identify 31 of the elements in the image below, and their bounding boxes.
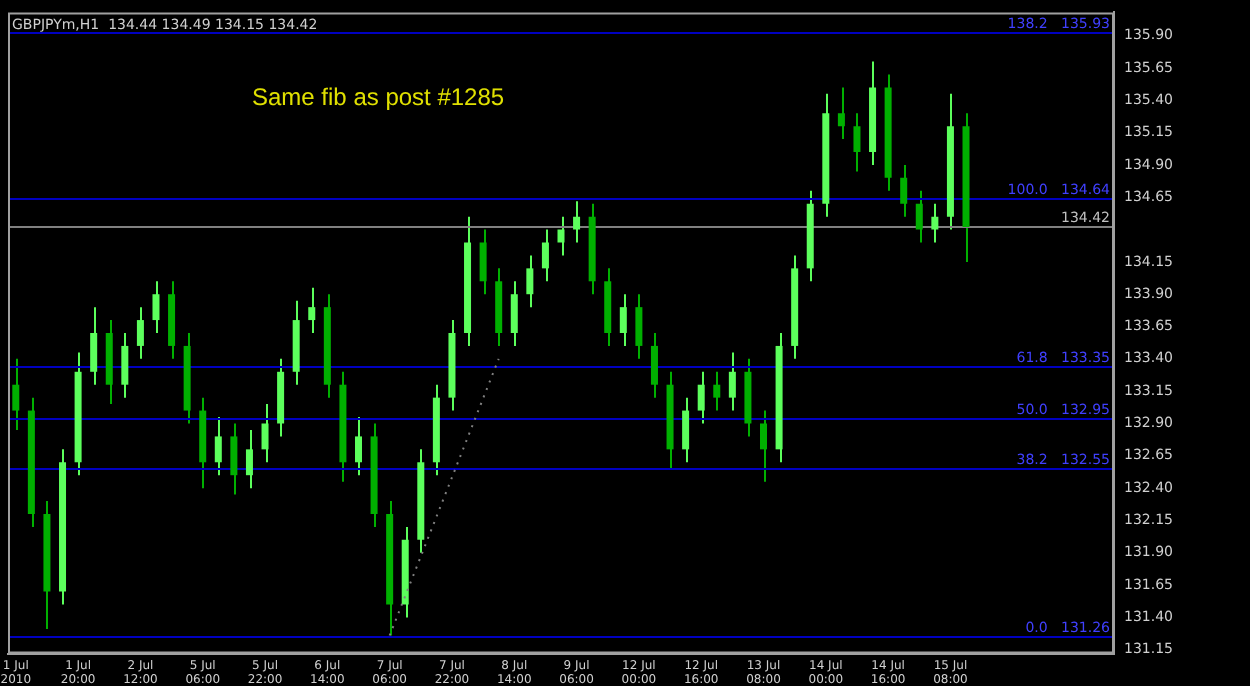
candlestick <box>12 357 20 431</box>
candlestick <box>728 351 736 412</box>
candlestick <box>214 416 222 477</box>
candlestick <box>900 163 908 218</box>
annotation: Same fib as post #1285 <box>252 82 505 111</box>
candlestick <box>713 370 721 412</box>
candlestick <box>541 228 549 283</box>
candlestick <box>760 409 768 483</box>
candlestick <box>245 428 253 490</box>
candlestick <box>557 215 565 257</box>
candlestick <box>650 332 658 399</box>
candlestick <box>837 86 845 141</box>
candlestick <box>635 293 643 360</box>
candlestick <box>573 200 581 244</box>
candlestick <box>308 286 316 334</box>
candlestick <box>152 280 160 334</box>
candlestick <box>261 403 269 464</box>
candlestick <box>230 422 238 496</box>
candlestick <box>931 202 939 244</box>
candlestick <box>90 306 98 386</box>
candlestick <box>682 396 690 464</box>
candlestick <box>697 370 705 425</box>
candlestick <box>136 306 144 360</box>
candlestick <box>853 112 861 173</box>
candlestick <box>619 293 627 347</box>
candlestick <box>479 228 487 296</box>
candlestick <box>915 189 923 244</box>
candlestick <box>121 332 129 399</box>
candlestick <box>526 254 534 309</box>
candlestick <box>354 416 362 477</box>
candlestick <box>510 280 518 347</box>
